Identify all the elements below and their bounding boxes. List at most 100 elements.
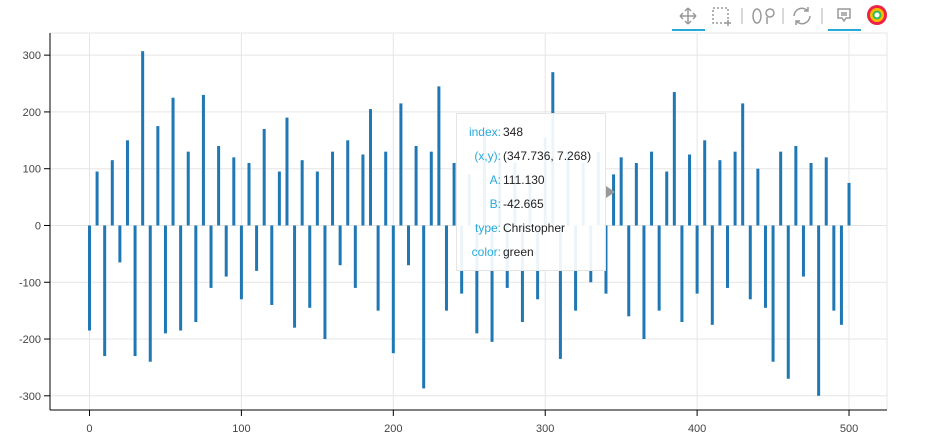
bar — [657, 225, 661, 311]
x-tick-label: 300 — [536, 423, 554, 435]
bar — [308, 225, 312, 308]
bar — [688, 154, 692, 226]
bar — [171, 97, 175, 226]
tooltip-key: index: — [468, 125, 501, 139]
x-tick-label: 400 — [688, 423, 706, 435]
bar — [201, 94, 205, 226]
bar — [763, 225, 767, 308]
bar — [141, 51, 145, 226]
bar — [771, 225, 775, 362]
bar — [444, 225, 448, 311]
bar — [703, 140, 707, 226]
tooltip-row: color: green — [457, 240, 605, 264]
tooltip-value: Christopher — [503, 221, 566, 235]
bar — [186, 151, 190, 226]
bar — [148, 225, 152, 362]
bar — [779, 151, 783, 226]
tooltip-arrow — [606, 186, 615, 198]
bar — [839, 225, 843, 325]
tooltip-value: green — [503, 245, 534, 259]
bar — [786, 225, 790, 379]
bar — [87, 225, 91, 331]
bar — [733, 151, 737, 226]
bar — [95, 171, 99, 226]
bar — [650, 151, 654, 226]
tooltip-value: 348 — [503, 125, 524, 139]
bar — [809, 163, 813, 226]
bar — [399, 103, 403, 226]
bar — [346, 140, 350, 226]
tooltip-row: A: 111.130 — [457, 168, 605, 192]
bar — [285, 117, 289, 226]
toolbar — [672, 5, 887, 31]
bar — [490, 225, 494, 342]
tooltip: index: 348 (x,y): (347.736, 7.268) A: 111.130… — [456, 113, 615, 271]
y-tick-label: -100 — [19, 277, 41, 289]
tooltip-key: (x,y): — [474, 149, 501, 163]
bar — [422, 225, 426, 389]
bar — [406, 225, 410, 266]
bar — [156, 126, 160, 226]
y-tick-label: 0 — [35, 220, 41, 232]
bar — [353, 225, 357, 288]
bar — [672, 92, 676, 226]
x-tick-label: 200 — [384, 423, 402, 435]
bar — [824, 157, 828, 226]
bar — [133, 225, 137, 357]
y-tick-label: 300 — [23, 50, 41, 62]
tooltip-row: (x,y): (347.736, 7.268) — [457, 144, 605, 168]
x-tick-label: 100 — [232, 423, 250, 435]
bar — [695, 225, 699, 294]
pan-tool[interactable] — [672, 7, 705, 31]
tooltip-row: type: Christopher — [457, 216, 605, 240]
bar — [756, 168, 760, 226]
bokeh-logo[interactable] — [867, 5, 887, 25]
bar — [391, 225, 395, 354]
bar — [103, 225, 107, 357]
y-tick-label: 100 — [23, 164, 41, 176]
bar — [300, 160, 304, 226]
bar — [384, 151, 388, 226]
tooltip-key: B: — [489, 197, 501, 211]
bar — [331, 151, 335, 226]
bar — [369, 109, 373, 226]
bar — [847, 182, 851, 226]
box-zoom-tool[interactable] — [712, 7, 731, 26]
y-tick-label: -200 — [19, 334, 41, 346]
bar — [270, 225, 274, 305]
bar — [277, 171, 281, 226]
bar — [110, 160, 114, 226]
bar — [452, 163, 456, 226]
tooltip-row: B: -42.665 — [457, 192, 605, 216]
bar — [619, 157, 623, 226]
bar — [323, 225, 327, 340]
reset-tool[interactable] — [793, 7, 811, 25]
bar — [741, 103, 745, 226]
bar — [217, 145, 221, 226]
bar — [725, 225, 729, 288]
bar — [194, 225, 198, 322]
bar — [224, 225, 228, 277]
bar — [239, 225, 243, 300]
bar — [665, 171, 669, 226]
bar — [718, 160, 722, 226]
bar — [642, 225, 646, 340]
bar — [338, 225, 342, 266]
tooltip-row: index: 348 — [457, 120, 605, 144]
bar — [520, 225, 524, 322]
bar — [817, 225, 821, 396]
bar — [558, 225, 562, 359]
hover-tool[interactable] — [828, 8, 861, 31]
wheel-zoom-tool[interactable] — [752, 8, 775, 24]
tooltip-key: A: — [489, 173, 501, 187]
bar — [832, 225, 836, 311]
y-tick-label: -300 — [19, 391, 41, 403]
bar — [710, 225, 714, 325]
bar — [118, 225, 122, 263]
bar — [125, 140, 129, 226]
tooltip-key: color: — [471, 245, 501, 259]
tooltip-key: type: — [474, 221, 501, 235]
bar — [794, 145, 798, 226]
bar — [232, 157, 236, 226]
